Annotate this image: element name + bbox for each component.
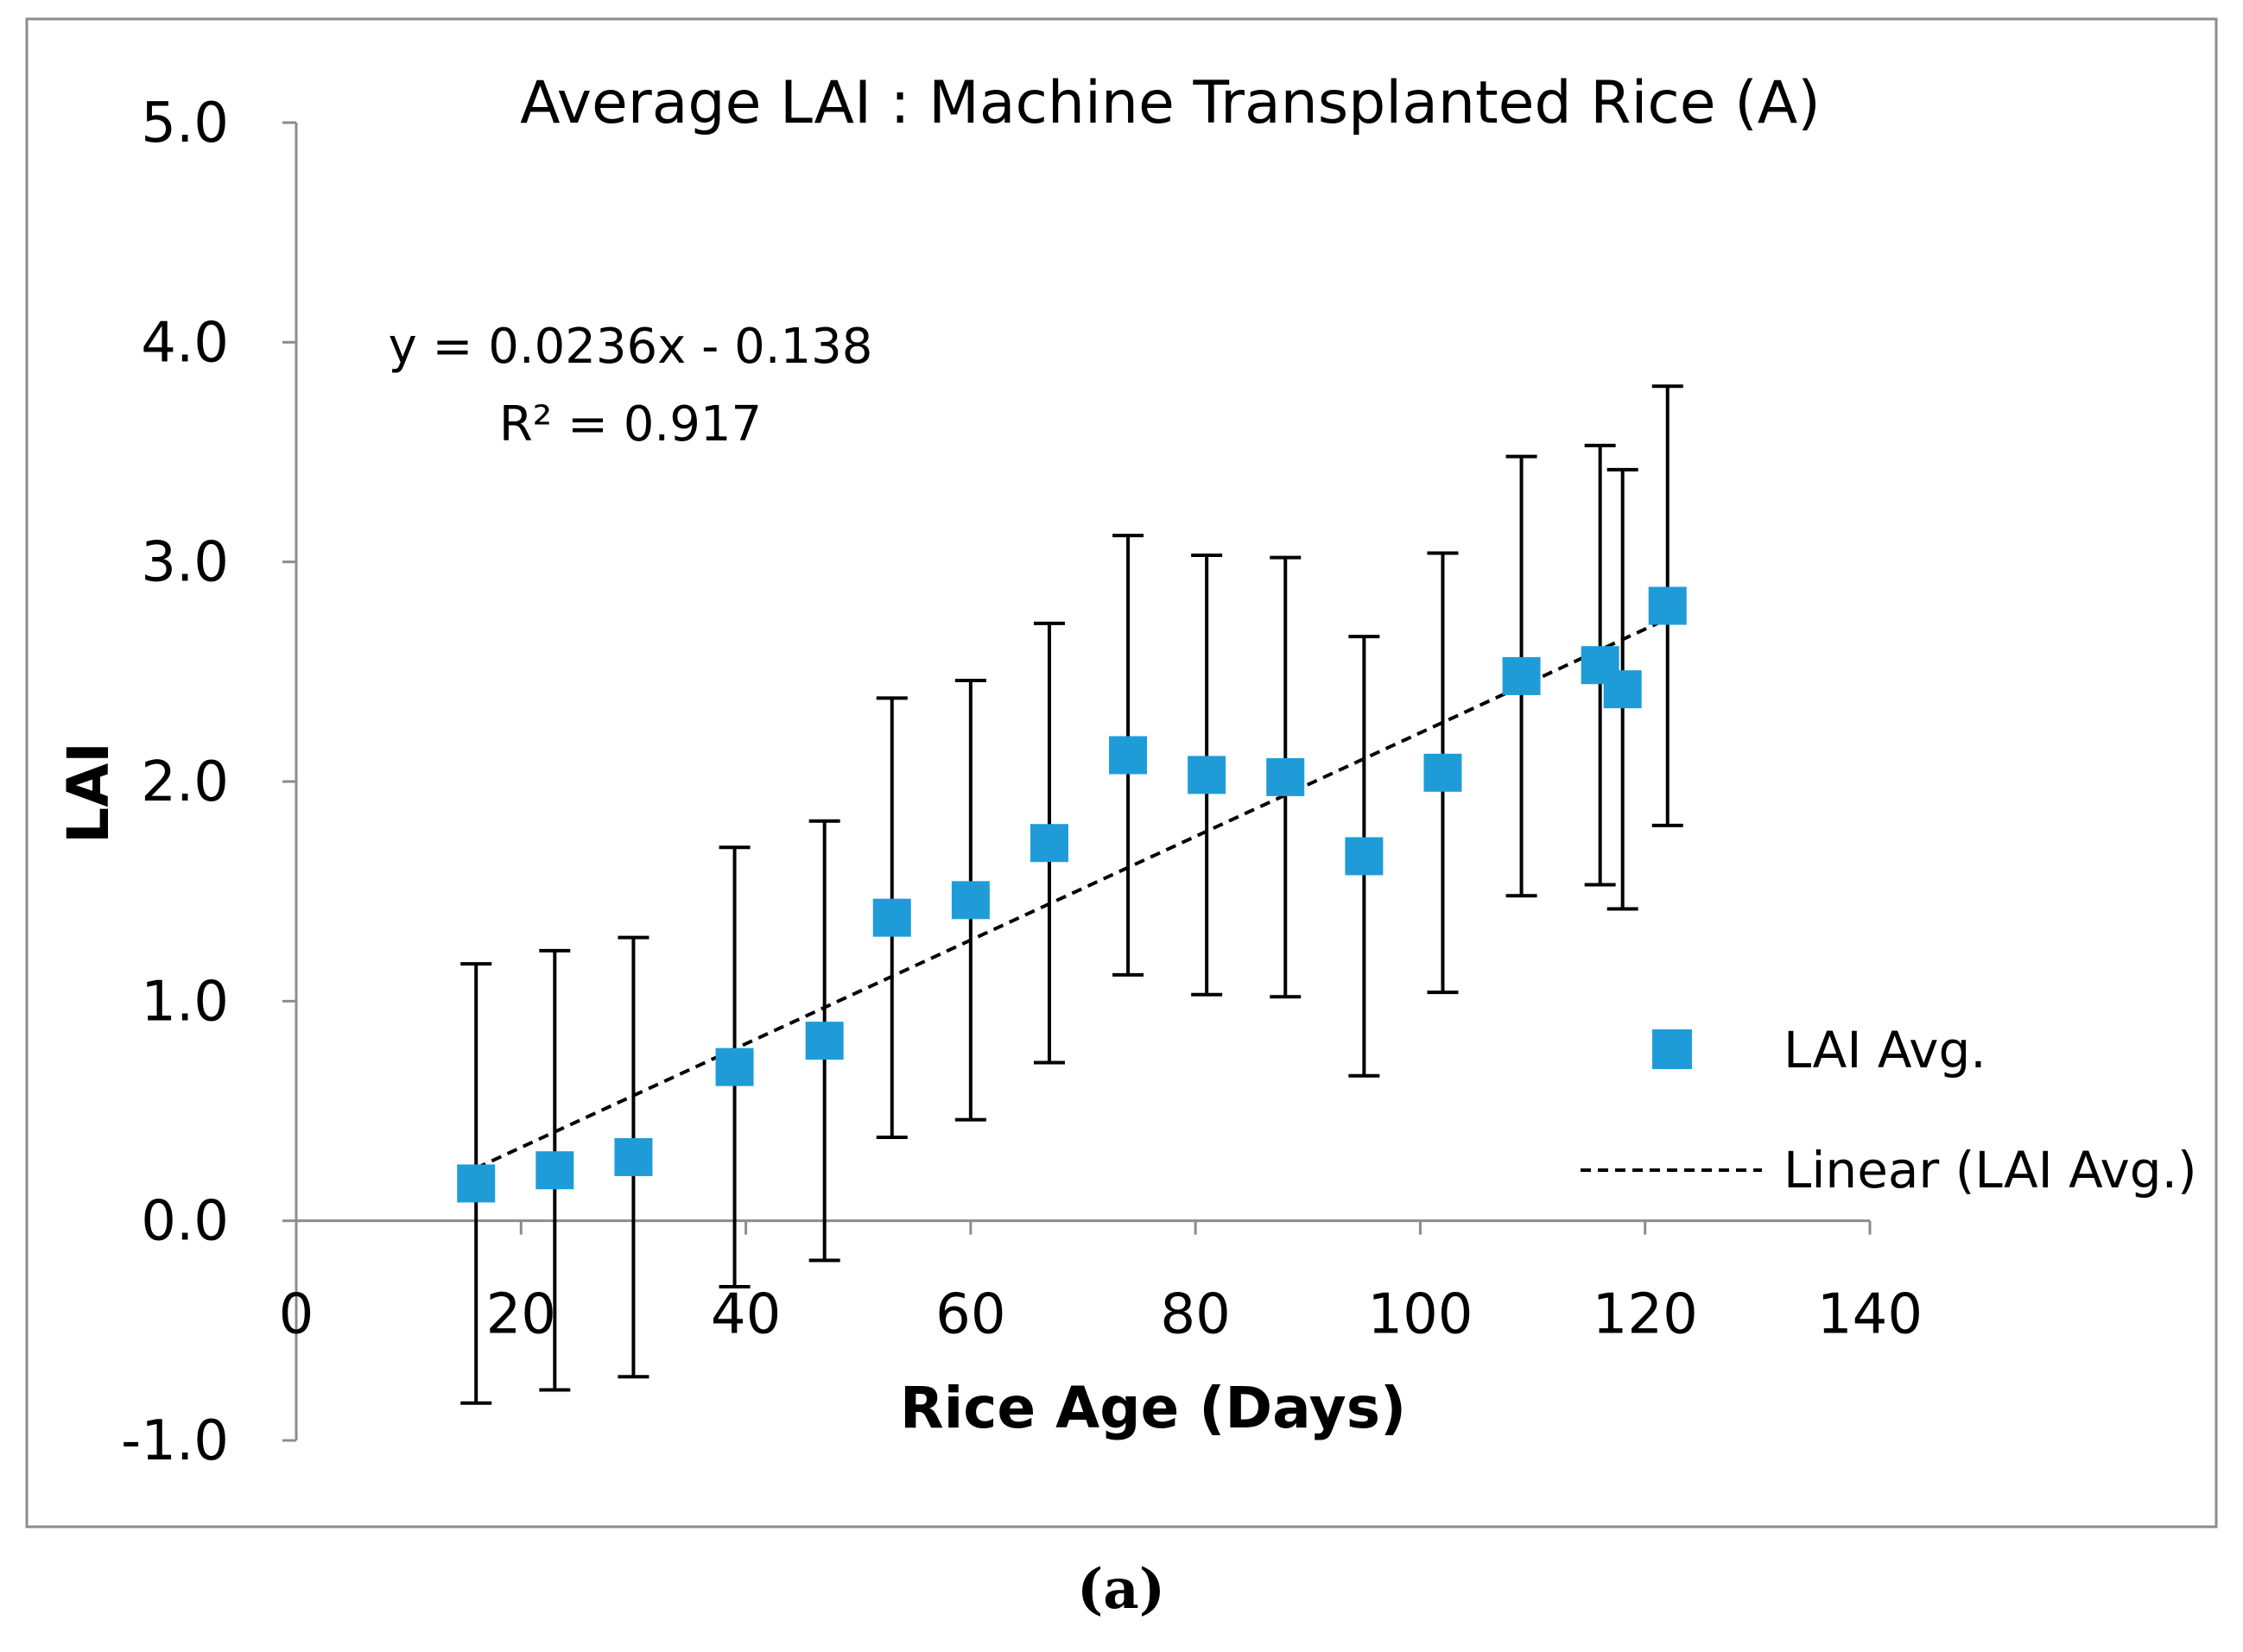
data-point	[1423, 753, 1462, 792]
data-point	[715, 1048, 754, 1086]
data-point	[614, 1137, 653, 1176]
x-tick-label: 20	[486, 1283, 556, 1347]
y-tick-label: 3.0	[141, 531, 229, 595]
x-tick-label: 120	[1593, 1283, 1698, 1347]
chart-title: Average LAI : Machine Transplanted Rice …	[520, 69, 1821, 137]
figure-caption: (a)	[1077, 1557, 1165, 1622]
data-point	[805, 1022, 844, 1060]
x-tick-label: 0	[279, 1283, 314, 1347]
data-point	[951, 881, 990, 920]
data-point	[1188, 756, 1226, 794]
legend: LAI Avg. Linear (LAI Avg.)	[1581, 1021, 2197, 1199]
x-axis-title: Rice Age (Days)	[900, 1375, 1406, 1441]
y-tick-label: 1.0	[141, 970, 229, 1034]
legend-label-lai-avg: LAI Avg.	[1784, 1021, 1986, 1079]
legend-marker-lai-avg	[1652, 1029, 1692, 1069]
data-point	[1030, 824, 1068, 863]
legend-label-linear: Linear (LAI Avg.)	[1784, 1141, 2197, 1199]
x-tick-label: 40	[711, 1283, 781, 1347]
data-point	[1109, 736, 1148, 775]
data-point	[1266, 757, 1305, 796]
data-point	[1648, 586, 1687, 625]
axes-layer: -1.0 0.0 1.0 2.0 3.0 4.0 5.0 0 20 40 60 80 100 120 140	[121, 92, 1923, 1473]
data-point	[872, 898, 911, 937]
y-tick-label: 4.0	[141, 311, 229, 375]
x-tick-label: 100	[1367, 1283, 1473, 1347]
trendline-layer	[475, 617, 1669, 1170]
x-tick-label: 80	[1160, 1283, 1230, 1347]
y-tick-label: 5.0	[141, 92, 229, 155]
r-squared-label: R² = 0.917	[499, 396, 762, 453]
data-point	[457, 1164, 496, 1203]
y-tick-label: 0.0	[141, 1190, 229, 1254]
trendline	[475, 617, 1669, 1170]
x-tick-label: 140	[1817, 1283, 1923, 1347]
data-points-layer	[457, 586, 1687, 1203]
data-point	[1502, 656, 1541, 695]
data-point	[1345, 837, 1384, 876]
data-point	[535, 1151, 574, 1190]
x-tick-label: 60	[935, 1283, 1005, 1347]
y-axis-title: LAI	[55, 742, 122, 844]
y-tick-label: 2.0	[141, 750, 229, 814]
data-point	[1603, 670, 1642, 709]
trendline-equation: y = 0.0236x - 0.138	[389, 319, 873, 375]
y-tick-label: -1.0	[121, 1409, 229, 1473]
